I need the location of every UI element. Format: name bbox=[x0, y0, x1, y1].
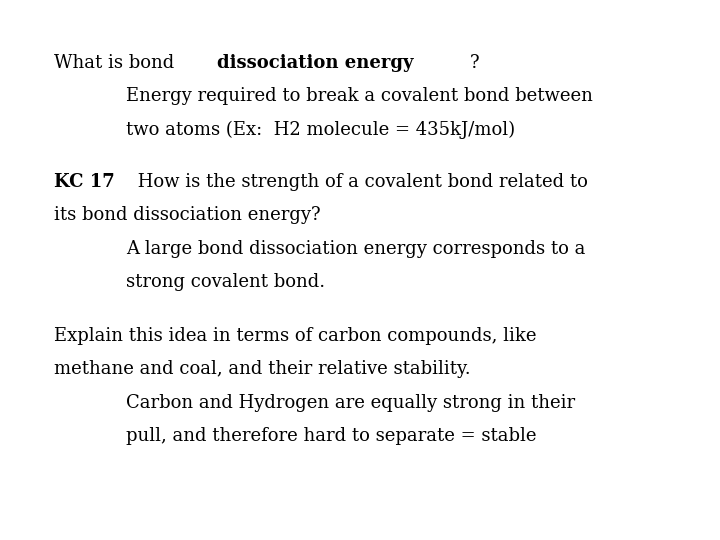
Text: its bond dissociation energy?: its bond dissociation energy? bbox=[54, 206, 320, 224]
Text: methane and coal, and their relative stability.: methane and coal, and their relative sta… bbox=[54, 360, 471, 378]
Text: ?: ? bbox=[470, 54, 480, 72]
Text: strong covalent bond.: strong covalent bond. bbox=[126, 273, 325, 291]
Text: How is the strength of a covalent bond related to: How is the strength of a covalent bond r… bbox=[132, 173, 588, 191]
Text: two atoms (Ex:  H2 molecule = 435kJ/mol): two atoms (Ex: H2 molecule = 435kJ/mol) bbox=[126, 121, 515, 139]
Text: What is bond: What is bond bbox=[54, 54, 180, 72]
Text: Explain this idea in terms of carbon compounds, like: Explain this idea in terms of carbon com… bbox=[54, 327, 536, 345]
Text: A large bond dissociation energy corresponds to a: A large bond dissociation energy corresp… bbox=[126, 240, 585, 258]
Text: KC 17: KC 17 bbox=[54, 173, 114, 191]
Text: dissociation energy: dissociation energy bbox=[217, 54, 413, 72]
Text: Carbon and Hydrogen are equally strong in their: Carbon and Hydrogen are equally strong i… bbox=[126, 394, 575, 411]
Text: Energy required to break a covalent bond between: Energy required to break a covalent bond… bbox=[126, 87, 593, 105]
Text: pull, and therefore hard to separate = stable: pull, and therefore hard to separate = s… bbox=[126, 427, 536, 445]
